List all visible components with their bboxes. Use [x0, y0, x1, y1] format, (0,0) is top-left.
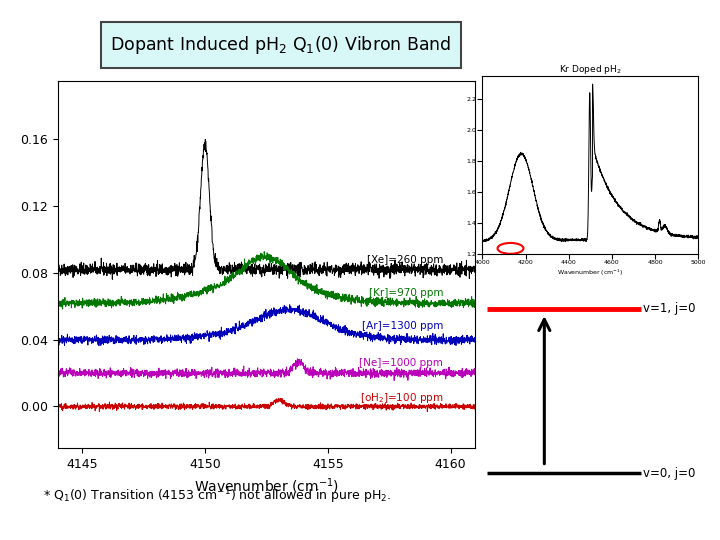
X-axis label: Wavenumber (cm$^{-1}$): Wavenumber (cm$^{-1}$)	[557, 268, 624, 278]
Text: v=1, j=0: v=1, j=0	[644, 302, 696, 315]
Text: [Ne]=1000 ppm: [Ne]=1000 ppm	[359, 358, 444, 368]
Title: Kr Doped pH$_2$: Kr Doped pH$_2$	[559, 63, 622, 76]
Text: [Kr]=970 ppm: [Kr]=970 ppm	[369, 288, 444, 298]
Text: [Xe]=260 ppm: [Xe]=260 ppm	[367, 254, 444, 265]
Text: * Q$_1$(0) Transition (4153 cm$^{-1}$) not allowed in pure pH$_2$.: * Q$_1$(0) Transition (4153 cm$^{-1}$) n…	[43, 486, 392, 505]
Text: [Ar]=1300 ppm: [Ar]=1300 ppm	[362, 321, 444, 332]
Text: Dopant Induced pH$_2$ Q$_1$(0) Vibron Band: Dopant Induced pH$_2$ Q$_1$(0) Vibron Ba…	[110, 33, 451, 56]
Text: v=0, j=0: v=0, j=0	[644, 467, 696, 480]
X-axis label: Wavenumber (cm$^{-1}$): Wavenumber (cm$^{-1}$)	[194, 476, 339, 496]
Text: [oH$_2$]=100 ppm: [oH$_2$]=100 ppm	[360, 391, 444, 405]
